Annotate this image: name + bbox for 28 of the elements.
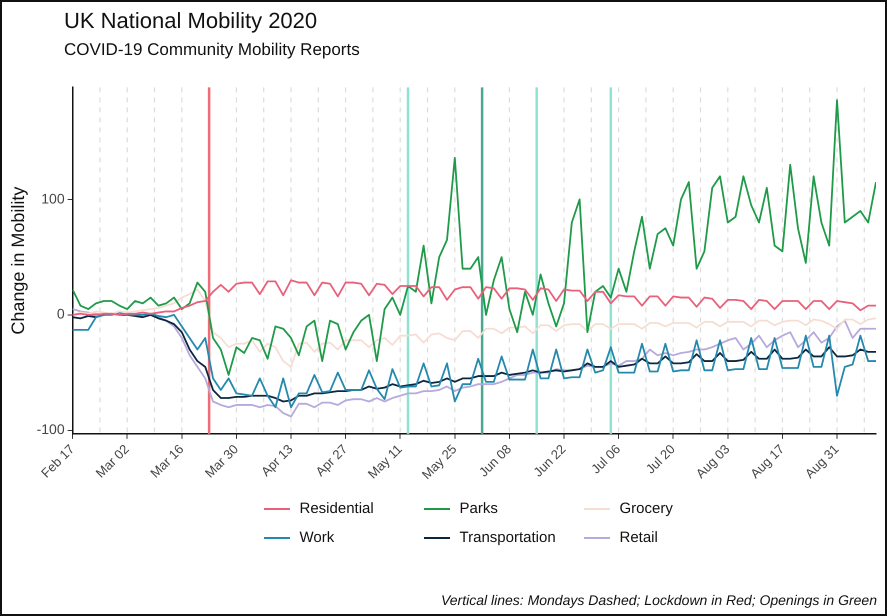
x-tick-label: Aug 31 xyxy=(802,441,842,482)
y-axis-title: Change in Mobility xyxy=(8,186,28,335)
x-tick-label: Jun 22 xyxy=(530,441,569,480)
legend-label: Retail xyxy=(620,529,658,546)
x-tick-label: Mar 02 xyxy=(92,441,132,481)
x-tick-label: May 11 xyxy=(364,441,405,482)
chart-title: UK National Mobility 2020 xyxy=(64,8,318,34)
x-tick-label: Mar 16 xyxy=(147,441,186,481)
y-tick-label: 0 xyxy=(56,306,65,322)
x-tick-label: Apr 27 xyxy=(312,441,350,480)
x-tick-label: Jul 06 xyxy=(588,441,624,477)
legend-label: Transportation xyxy=(460,529,556,546)
y-tick-label: -100 xyxy=(36,421,65,438)
text: Vertical lines: Mondays Dashed; Lockdown in Red; Openings in Green xyxy=(440,592,877,608)
legend-label: Grocery xyxy=(620,500,673,517)
x-tick-label: Apr 13 xyxy=(258,441,296,480)
chart-subtitle: COVID-19 Community Mobility Reports xyxy=(64,40,360,60)
legend-label: Parks xyxy=(460,500,498,517)
x-tick-label: Jul 20 xyxy=(642,441,678,477)
legend-label: Residential xyxy=(300,500,374,517)
x-tick-label: Mar 30 xyxy=(202,441,242,481)
x-tick-label: Jun 08 xyxy=(476,441,514,480)
y-tick-label: 100 xyxy=(41,190,65,206)
x-tick-label: Aug 17 xyxy=(747,441,788,482)
legend-label: Work xyxy=(300,529,334,546)
x-tick-label: Aug 03 xyxy=(692,441,732,482)
x-tick-label: Feb 17 xyxy=(38,441,78,481)
x-tick-label: May 25 xyxy=(418,441,460,482)
